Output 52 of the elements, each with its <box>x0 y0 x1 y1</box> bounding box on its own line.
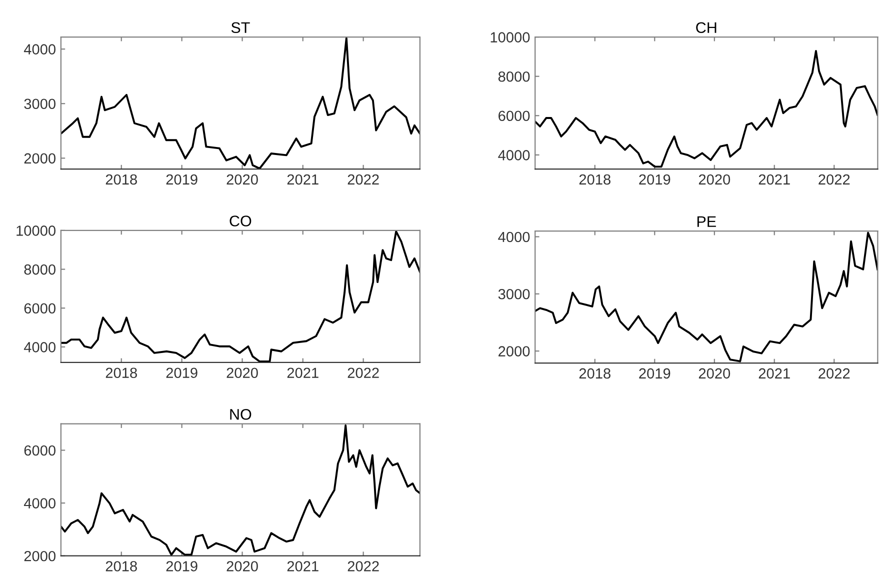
x-tick-label: 2022 <box>348 174 379 185</box>
x-tick-label: 2018 <box>579 174 610 185</box>
x-tick-label: 2020 <box>226 174 258 185</box>
chart-title: PE <box>697 216 716 227</box>
chart-title: ST <box>231 22 250 34</box>
x-tick-label: 2021 <box>287 561 318 572</box>
x-tick-label: 2022 <box>348 368 379 378</box>
y-tick-label: 4000 <box>498 232 530 242</box>
y-tick-label: 6000 <box>498 110 530 122</box>
y-tick-label: 4000 <box>498 150 530 160</box>
line-series <box>535 50 878 168</box>
x-tick-label: 2018 <box>106 368 137 378</box>
y-tick-label: 6000 <box>24 303 56 314</box>
x-tick-label: 2018 <box>106 561 137 572</box>
y-tick-label: 3000 <box>24 98 56 110</box>
y-tick-label: 4000 <box>24 342 56 352</box>
x-tick-label: 2021 <box>287 368 318 378</box>
y-tick-label: 8000 <box>498 71 530 82</box>
y-tick-label: 6000 <box>24 445 56 456</box>
x-tick-label: 2019 <box>166 368 198 378</box>
x-tick-label: 2021 <box>287 174 318 185</box>
y-tick-label: 4000 <box>24 44 56 54</box>
x-tick-label: 2022 <box>348 561 379 572</box>
line-series <box>60 424 420 556</box>
x-tick-label: 2022 <box>818 174 850 185</box>
x-tick-label: 2019 <box>166 174 198 185</box>
y-tick-label: 4000 <box>24 498 56 508</box>
x-tick-label: 2018 <box>579 368 610 379</box>
y-tick-label: 3000 <box>498 288 530 300</box>
x-tick-label: 2020 <box>226 561 258 572</box>
chart-title: NO <box>230 408 252 420</box>
y-tick-label: 2000 <box>498 346 530 356</box>
x-tick-label: 2020 <box>698 368 730 379</box>
y-tick-label: 2000 <box>24 550 56 562</box>
x-tick-label: 2020 <box>698 174 730 185</box>
x-tick-label: 2022 <box>818 368 850 379</box>
x-tick-label: 2019 <box>639 368 670 379</box>
x-tick-label: 2021 <box>758 174 790 185</box>
y-tick-label: 10000 <box>16 226 56 236</box>
line-series <box>60 37 420 170</box>
line-series <box>60 230 420 362</box>
chart-title: CH <box>696 22 716 34</box>
chart-title: CO <box>230 216 252 226</box>
y-tick-label: 10000 <box>490 32 530 42</box>
x-tick-label: 2018 <box>106 174 137 185</box>
x-tick-label: 2019 <box>166 561 198 572</box>
line-series <box>535 232 878 362</box>
y-tick-label: 8000 <box>24 264 56 275</box>
x-tick-label: 2019 <box>639 174 670 185</box>
x-tick-label: 2020 <box>226 368 258 378</box>
x-tick-label: 2021 <box>758 368 790 379</box>
y-tick-label: 2000 <box>24 153 56 164</box>
